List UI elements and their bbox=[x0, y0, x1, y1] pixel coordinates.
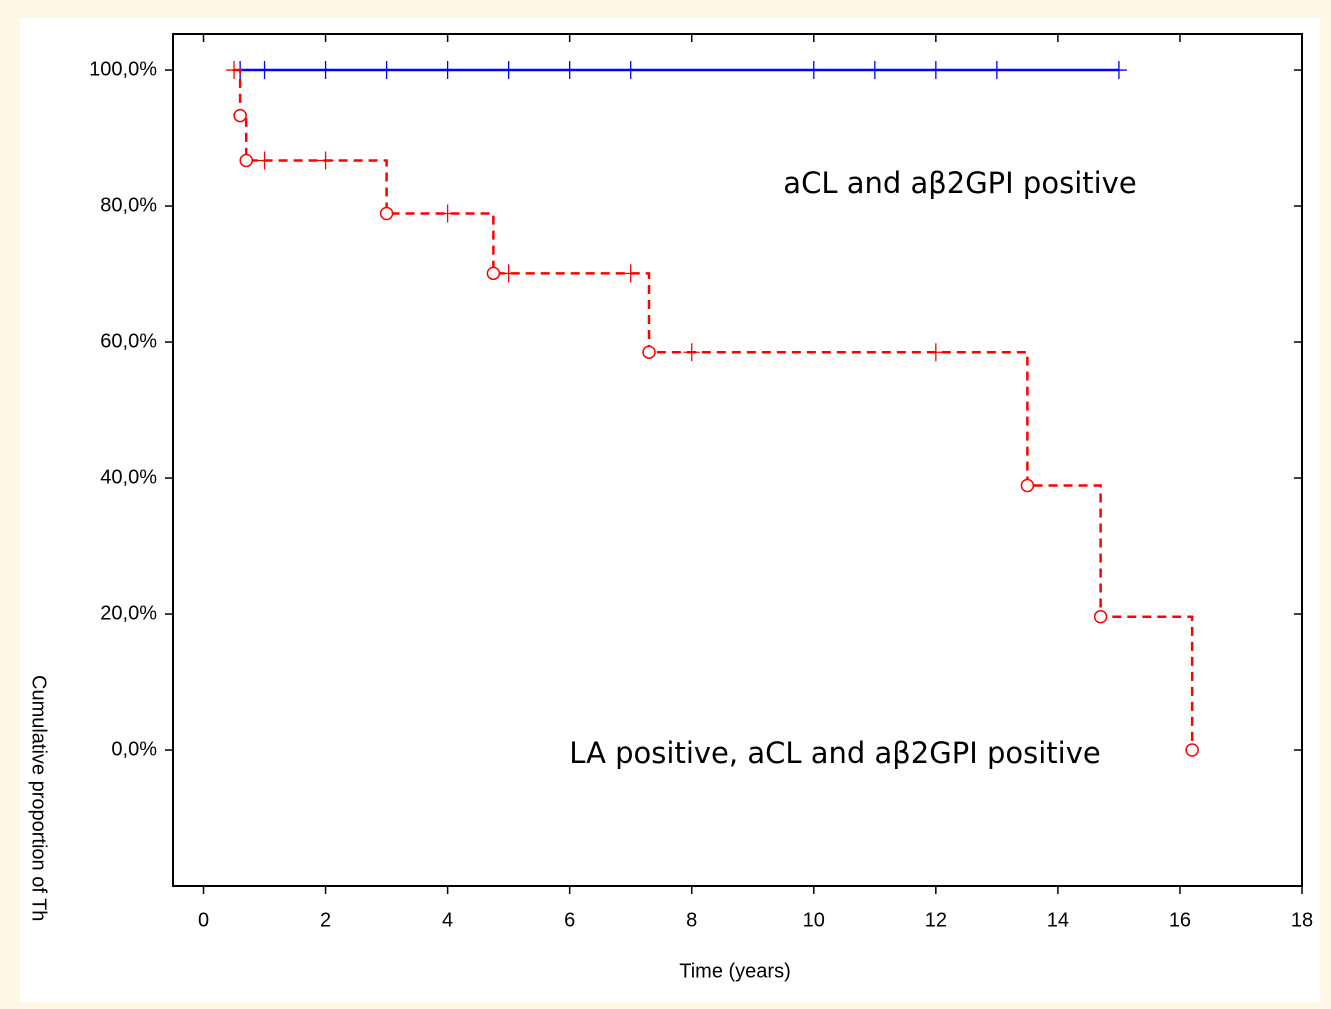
censor-marker bbox=[1110, 61, 1127, 80]
event-marker bbox=[379, 206, 394, 221]
censor-marker bbox=[805, 61, 822, 80]
y-tick-label: 60,0% bbox=[100, 330, 157, 352]
censor-marker bbox=[226, 61, 243, 80]
x-tick-label: 6 bbox=[564, 909, 575, 931]
censor-marker bbox=[927, 61, 944, 80]
x-tick-label: 10 bbox=[803, 909, 825, 931]
x-axis-label: Time (years) bbox=[679, 960, 790, 982]
censor-marker bbox=[500, 264, 517, 283]
x-tick-label: 4 bbox=[442, 909, 453, 931]
event-marker bbox=[1185, 743, 1199, 757]
x-tick-label: 2 bbox=[320, 909, 331, 931]
x-tick-label: 18 bbox=[1291, 909, 1313, 931]
x-tick-label: 0 bbox=[198, 909, 209, 931]
censor-marker bbox=[622, 61, 639, 80]
x-tick-label: 16 bbox=[1169, 909, 1191, 931]
y-tick-label: 100,0% bbox=[89, 58, 157, 80]
event-marker bbox=[486, 266, 501, 281]
plot-frame bbox=[172, 33, 1303, 887]
censor-marker bbox=[256, 61, 273, 80]
y-tick-label: 20,0% bbox=[100, 602, 157, 624]
censor-marker bbox=[500, 61, 517, 80]
censor-marker bbox=[866, 61, 883, 80]
censor-marker bbox=[439, 61, 456, 80]
censor-marker bbox=[378, 61, 395, 80]
censor-marker bbox=[561, 61, 578, 80]
x-tick-label: 8 bbox=[686, 909, 697, 931]
y-tick-label: 40,0% bbox=[100, 466, 157, 488]
annotation: aCL and aβ2GPI positive bbox=[783, 166, 1136, 200]
annotation: LA positive, aCL and aβ2GPI positive bbox=[569, 736, 1100, 770]
censor-marker bbox=[256, 151, 273, 170]
y-axis-label: Cumulative proportion of Th bbox=[28, 675, 50, 921]
censor-marker bbox=[683, 343, 700, 362]
x-tick-label: 14 bbox=[1047, 909, 1069, 931]
censor-marker bbox=[317, 61, 334, 80]
censor-marker bbox=[439, 204, 456, 223]
background bbox=[20, 18, 1320, 1002]
event-marker bbox=[233, 108, 247, 123]
y-tick-label: 0,0% bbox=[111, 738, 157, 760]
censor-marker bbox=[317, 151, 334, 170]
event-marker bbox=[642, 345, 656, 359]
event-marker bbox=[1020, 478, 1035, 493]
event-marker bbox=[239, 153, 253, 168]
censor-marker bbox=[988, 61, 1005, 80]
y-tick-label: 80,0% bbox=[100, 194, 157, 216]
censor-marker bbox=[622, 264, 639, 283]
event-marker bbox=[1093, 609, 1108, 624]
censor-marker bbox=[927, 343, 944, 362]
x-tick-label: 12 bbox=[925, 909, 947, 931]
